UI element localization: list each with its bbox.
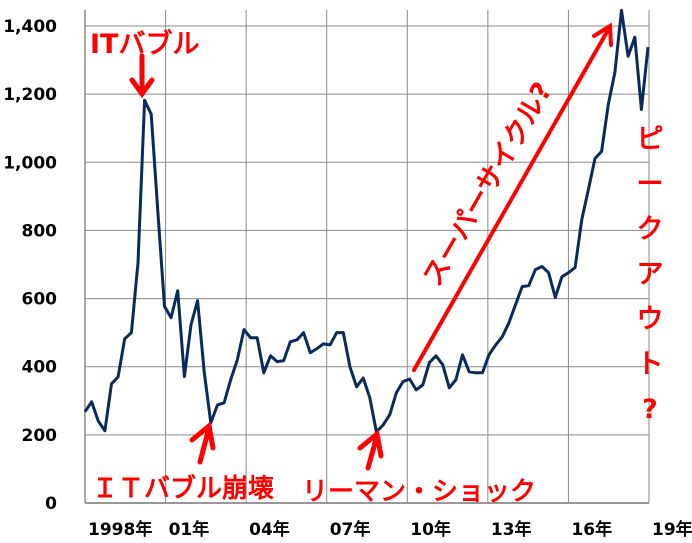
y-tick-label: 600 [22,290,58,310]
series-line [85,10,648,432]
series [85,10,648,432]
arrow-it-bubble [132,56,152,94]
x-tick-label: 10年 [410,519,451,539]
y-axis-ticks: 0 200 400 600 800 1,000 1,200 1,400 [3,17,57,514]
annotation-lehman-shock: リーマン・ショック [302,477,536,507]
x-tick-label: 19年 [652,519,692,539]
peak-out-char: ? [642,394,658,425]
x-tick-label: 01年 [169,519,210,539]
arrow-it-bubble-burst [192,426,213,462]
y-tick-label: 1,000 [3,153,57,173]
y-tick-label: 400 [22,358,58,378]
x-tick-label: 07年 [330,519,371,539]
x-tick-label: 04年 [249,519,290,539]
x-tick-label: 13年 [491,519,532,539]
y-tick-label: 1,400 [3,17,57,37]
y-tick-label: 1,200 [3,85,57,105]
peak-out-char: ー [637,169,664,200]
x-tick-label: 16年 [571,519,612,539]
grid-lines [85,10,649,503]
arrow-lehman-shock [360,434,381,468]
peak-out-char: ク [637,214,664,245]
peak-out-char: ピ [637,124,664,155]
arrow-super-cycle [414,26,611,370]
peak-out-char: ト [637,349,664,380]
peak-out-char: ウ [637,304,664,335]
annotation-it-bubble-burst: ＩＴバブル崩壊 [92,473,274,504]
x-tick-label: 1998年 [88,519,152,539]
y-tick-label: 0 [45,494,57,514]
annotation-it-bubble: ITバブル [90,28,199,60]
y-tick-label: 800 [22,221,58,241]
peak-out-char: ア [637,259,664,290]
y-tick-label: 200 [22,426,58,446]
x-axis-ticks: 1998年 01年 04年 07年 10年 13年 16年 19年 [88,519,692,539]
